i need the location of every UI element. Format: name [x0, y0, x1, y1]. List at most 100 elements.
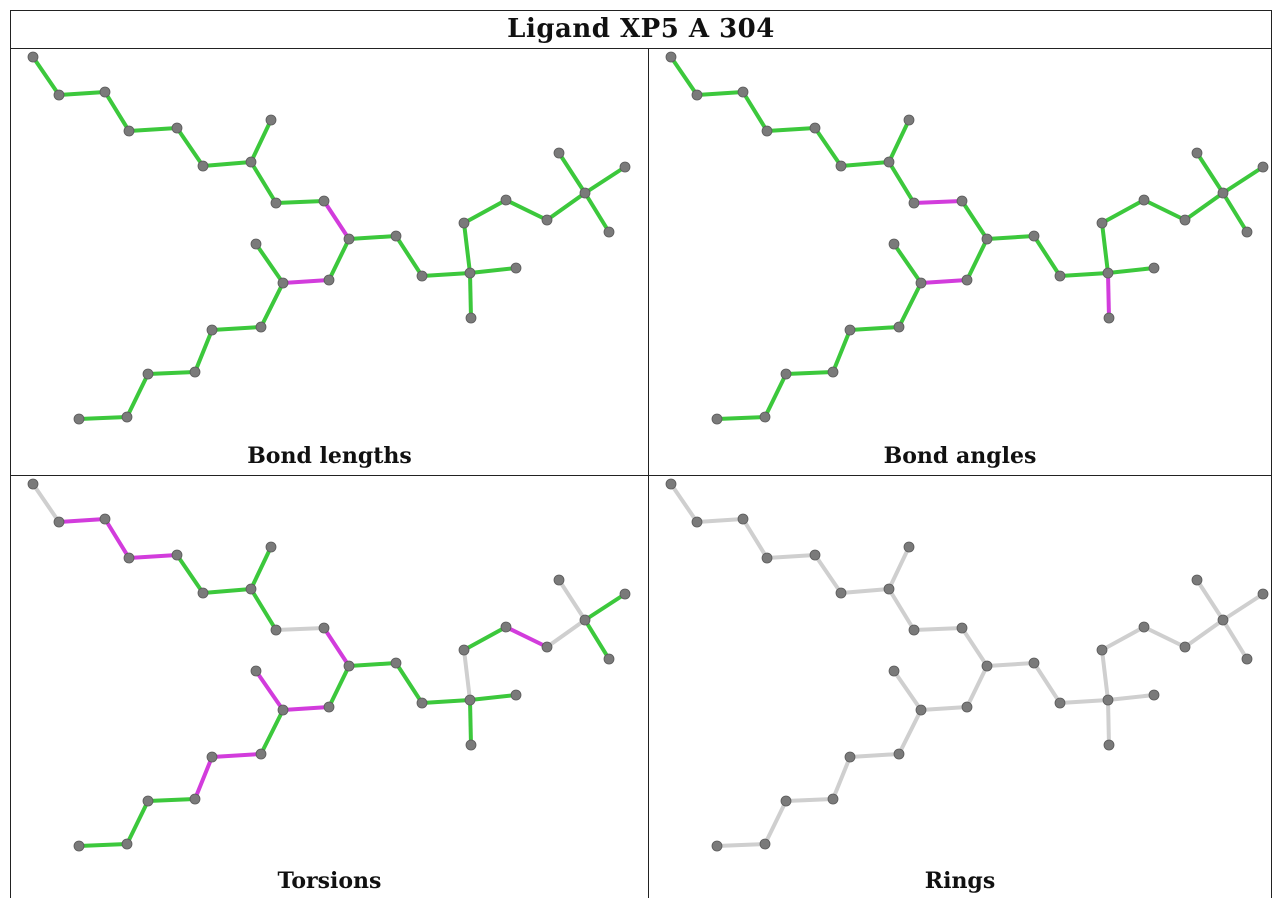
- atom-19: [465, 739, 477, 751]
- atom-15: [416, 697, 428, 709]
- atom-16: [1102, 694, 1114, 706]
- bond-5: [839, 160, 891, 168]
- atom-1: [691, 89, 703, 101]
- bond-1: [695, 517, 745, 524]
- molecule-rings: [665, 478, 1269, 852]
- atom-22: [1217, 614, 1229, 626]
- atom-12: [277, 277, 289, 289]
- atom-13: [888, 238, 900, 250]
- bond-24: [583, 618, 611, 661]
- atom-16: [1102, 267, 1114, 279]
- bond-18: [468, 271, 473, 320]
- atom-30: [121, 838, 133, 850]
- title-divider: [10, 48, 1272, 49]
- atom-26: [255, 748, 267, 760]
- bond-24: [1221, 191, 1249, 234]
- atom-28: [827, 366, 839, 378]
- atom-11: [961, 701, 973, 713]
- bond-22: [1195, 578, 1225, 622]
- atom-27: [206, 751, 218, 763]
- outer-border-left: [10, 10, 11, 898]
- panel-rings: Rings: [649, 476, 1271, 898]
- atom-10: [981, 233, 993, 245]
- bond-14: [1032, 661, 1062, 705]
- atom-21: [1179, 214, 1191, 226]
- outer-border-top: [10, 10, 1272, 11]
- bond-3: [127, 553, 179, 560]
- bond-2: [741, 90, 769, 133]
- atom-5: [835, 587, 847, 599]
- bond-7: [887, 587, 916, 632]
- bond-3: [127, 126, 179, 133]
- bond-15: [1058, 698, 1110, 705]
- bond-6: [249, 118, 273, 164]
- atom-18: [1096, 217, 1108, 229]
- atom-6: [883, 156, 895, 168]
- bond-12: [254, 242, 285, 285]
- bond-22: [1195, 151, 1225, 195]
- bond-26: [210, 752, 263, 759]
- bond-3: [765, 553, 817, 560]
- atom-26: [893, 748, 905, 760]
- bond-7: [887, 160, 916, 205]
- atom-27: [206, 324, 218, 336]
- bond-24: [583, 191, 611, 234]
- atom-8: [270, 624, 282, 636]
- bond-25: [259, 281, 285, 329]
- bond-14: [394, 234, 424, 278]
- bond-0: [669, 55, 699, 97]
- bond-20: [504, 198, 549, 222]
- bond-13: [347, 661, 398, 668]
- atom-15: [1054, 697, 1066, 709]
- atom-8: [270, 197, 282, 209]
- atom-3: [761, 552, 773, 564]
- atom-8: [908, 197, 920, 209]
- bond-21: [545, 618, 587, 649]
- bond-6: [249, 545, 273, 591]
- atom-23: [553, 574, 565, 586]
- bond-11: [919, 705, 969, 712]
- atom-5: [835, 160, 847, 172]
- atom-17: [510, 262, 522, 274]
- bond-19: [462, 198, 508, 225]
- atom-28: [827, 793, 839, 805]
- atom-1: [53, 89, 65, 101]
- bond-0: [31, 55, 61, 97]
- bond-9: [960, 199, 989, 241]
- bond-21: [1183, 191, 1225, 222]
- atom-22: [579, 187, 591, 199]
- bond-11: [919, 278, 969, 285]
- atom-31: [711, 413, 723, 425]
- atom-5: [197, 160, 209, 172]
- bond-4: [813, 126, 843, 168]
- bond-10: [965, 237, 989, 282]
- atom-18: [458, 217, 470, 229]
- bond-13: [985, 234, 1036, 241]
- bond-2: [741, 517, 769, 560]
- atom-7: [903, 114, 915, 126]
- atom-1: [691, 516, 703, 528]
- bond-25: [259, 708, 285, 756]
- atom-8: [908, 624, 920, 636]
- bond-16: [1106, 266, 1156, 275]
- atom-14: [1028, 657, 1040, 669]
- bond-14: [1032, 234, 1062, 278]
- atom-23: [1191, 574, 1203, 586]
- atom-25: [1241, 226, 1253, 238]
- bond-9: [960, 626, 989, 668]
- bond-17: [1100, 221, 1110, 275]
- bond-14: [394, 661, 424, 705]
- bond-30: [77, 415, 129, 421]
- atom-29: [142, 368, 154, 380]
- bond-26: [848, 752, 901, 759]
- bond-15: [420, 698, 472, 705]
- bond-28: [784, 370, 835, 376]
- atom-20: [1138, 194, 1150, 206]
- bond-22: [557, 578, 587, 622]
- atom-22: [579, 614, 591, 626]
- atom-29: [780, 795, 792, 807]
- atom-24: [619, 161, 631, 173]
- atom-14: [390, 230, 402, 242]
- atom-30: [759, 838, 771, 850]
- bond-12: [892, 242, 923, 285]
